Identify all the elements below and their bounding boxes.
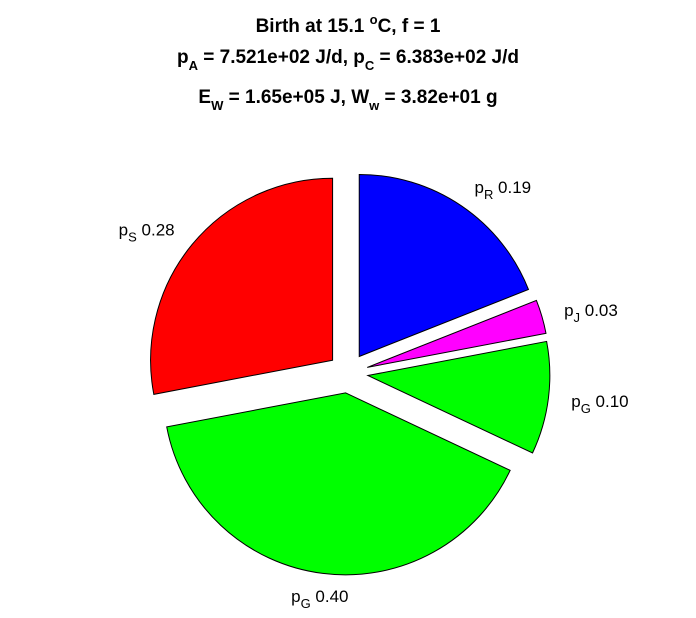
title-line-1: Birth at 15.1 oC, f = 1 [256, 12, 441, 37]
pie-labels: pR 0.19 pJ 0.03 pG 0.10 pG 0.40 pS 0.28 [119, 178, 629, 611]
title-line-3: EW = 1.65e+05 J, Ww = 3.82e+01 g [198, 87, 497, 113]
pie-slices [150, 173, 551, 576]
pie-slice-4 [150, 177, 334, 395]
pie-slice-0 [358, 173, 530, 358]
title-line-2: pA = 7.521e+02 J/d, pC = 6.383e+02 J/d [177, 47, 519, 73]
pie-slice-label-2: pG 0.10 [571, 392, 628, 416]
pie-slice-label-0: pR 0.19 [474, 178, 531, 202]
chart-title: Birth at 15.1 oC, f = 1 pA = 7.521e+02 J… [177, 12, 519, 113]
pie-slice-3 [166, 392, 511, 576]
pie-slice-label-1: pJ 0.03 [564, 301, 618, 325]
pie-slice-1 [367, 299, 547, 368]
pie-slice-label-4: pS 0.28 [119, 221, 175, 245]
pie-slice-label-3: pG 0.40 [291, 587, 348, 611]
pie-slice-2 [366, 340, 551, 454]
